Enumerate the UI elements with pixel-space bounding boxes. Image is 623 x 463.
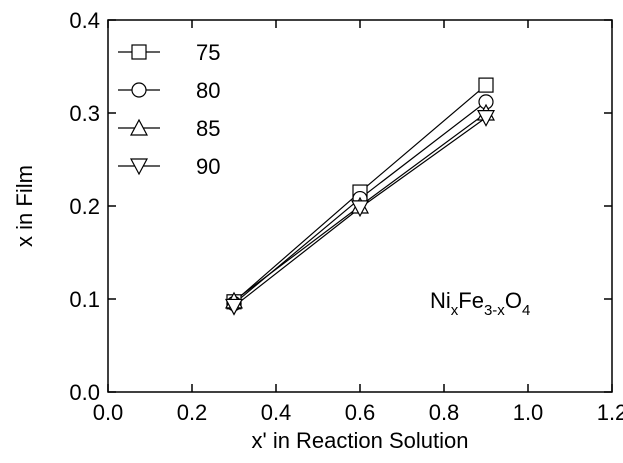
x-tick-label: 0.4 — [261, 400, 292, 425]
y-tick-label: 0.3 — [69, 101, 100, 126]
annotation-part: 4 — [522, 302, 530, 319]
annotation-part: 3-x — [484, 302, 505, 319]
x-tick-label: 0.8 — [429, 400, 460, 425]
y-tick-label: 0.0 — [69, 380, 100, 405]
data-point — [477, 110, 495, 127]
legend-label: 75 — [196, 40, 220, 65]
annotation-part: Fe — [458, 288, 484, 313]
x-tick-label: 1.0 — [513, 400, 544, 425]
legend-marker — [130, 158, 148, 176]
x-tick-label: 0.0 — [93, 400, 124, 425]
legend-label: 80 — [196, 78, 220, 103]
y-axis-label: x in Film — [12, 165, 37, 247]
annotation-part: O — [505, 288, 522, 313]
x-tick-label: 1.2 — [597, 400, 623, 425]
legend-marker — [130, 118, 148, 136]
annotation-part: x — [451, 302, 459, 319]
x-axis-label: x' in Reaction Solution — [252, 428, 469, 453]
annotation: NixFe3-xO4 — [430, 288, 530, 319]
data-point — [225, 298, 243, 316]
annotation-part: Ni — [430, 288, 451, 313]
legend-marker — [131, 44, 147, 60]
y-tick-label: 0.4 — [69, 8, 100, 33]
legend-marker — [131, 82, 147, 98]
x-tick-label: 0.6 — [345, 400, 376, 425]
x-tick-label: 0.2 — [177, 400, 208, 425]
y-tick-label: 0.1 — [69, 287, 100, 312]
legend-label: 90 — [196, 154, 220, 179]
y-tick-label: 0.2 — [69, 194, 100, 219]
legend-label: 85 — [196, 116, 220, 141]
data-point — [478, 77, 494, 93]
data-point — [351, 200, 369, 218]
